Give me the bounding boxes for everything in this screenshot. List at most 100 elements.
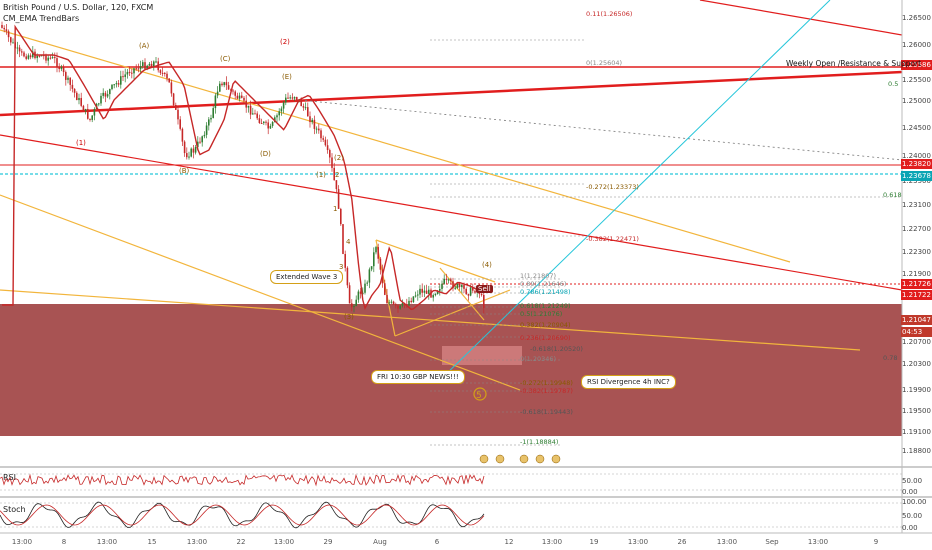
candle-body: [375, 247, 377, 253]
candle-body: [289, 97, 291, 99]
candle-body: [322, 138, 324, 140]
event-icon: [551, 454, 561, 464]
candle-body: [177, 109, 179, 120]
candle-body: [278, 111, 280, 116]
candle-body: [467, 294, 470, 296]
candle-body: [392, 301, 395, 305]
date-tick: 13:00: [96, 538, 118, 546]
candle-body: [245, 100, 247, 108]
fib-label: 0.5(1.21076): [520, 310, 563, 318]
wave-label: 2: [335, 171, 340, 179]
candle-body: [115, 83, 118, 85]
candle-body: [208, 119, 210, 126]
candle-body: [318, 128, 320, 131]
candle-body: [120, 76, 122, 85]
candle-body: [307, 107, 309, 117]
candle-body: [419, 288, 421, 295]
candle-body: [461, 284, 463, 287]
candle-body: [351, 303, 353, 308]
candle-body: [236, 95, 239, 99]
fib-label: 0.236(1.20690): [520, 334, 571, 342]
candle-body: [192, 148, 195, 153]
candle-body: [73, 88, 76, 93]
candle-body: [408, 300, 410, 306]
candle-body: [421, 288, 423, 293]
candle-body: [329, 150, 331, 158]
fib-label: -1(1.18884): [520, 438, 559, 446]
candle-body: [373, 252, 375, 267]
price-tick: 1.19900: [902, 386, 931, 394]
event-icon: [495, 454, 505, 464]
candle-body: [205, 125, 208, 135]
wave-label: (2): [334, 154, 344, 162]
fib-label: -0.382(1.19787): [520, 387, 573, 395]
price-tag: 1.21726: [901, 279, 932, 289]
gold-trendline-1: [0, 29, 791, 263]
fib-label: -0.272(1.19948): [520, 379, 573, 387]
candle-body: [423, 290, 426, 293]
gold-trendline-2: [0, 194, 521, 391]
fib-05-label: 0.5: [888, 80, 899, 88]
candle-body: [362, 292, 364, 294]
candle-body: [221, 83, 223, 86]
candle-body: [326, 145, 329, 151]
candle-body: [210, 117, 212, 120]
stoch-tick-100: 100.00: [902, 498, 927, 506]
stoch-k-line: [0, 501, 485, 529]
price-tick: 1.25500: [902, 76, 931, 84]
candle-body: [214, 95, 217, 109]
rsi-label: RSI: [3, 473, 16, 482]
candle-body: [447, 279, 450, 281]
candle-body: [254, 113, 256, 115]
candle-body: [144, 62, 146, 69]
candle-body: [223, 82, 225, 86]
candle-body: [456, 283, 459, 288]
event-icon: [479, 454, 489, 464]
date-tick: 8: [61, 538, 67, 546]
fib-078-label: 0.78: [883, 354, 898, 362]
candle-body: [100, 95, 102, 104]
divergence-callout: RSI Divergence 4h INC?: [581, 375, 676, 389]
candle-body: [397, 305, 399, 309]
stoch-label: Stoch: [3, 505, 26, 514]
candle-body: [454, 287, 456, 289]
candle-body: [276, 115, 278, 118]
candle-body: [234, 91, 236, 96]
candle-body: [27, 55, 30, 59]
candle-body: [12, 42, 14, 44]
candle-body: [65, 72, 67, 80]
price-tag: 04:53: [901, 327, 932, 337]
ema-line: [2, 24, 484, 311]
candle-body: [344, 253, 346, 268]
candle-body: [216, 91, 219, 96]
candle-body: [93, 109, 96, 116]
candle-body: [139, 66, 142, 70]
fib-label: -0.618(1.19443): [520, 408, 573, 416]
grey-dotted-trend: [299, 99, 902, 161]
price-tag: 1.23678: [901, 171, 932, 181]
fib-label: 0.11(1.26506): [586, 10, 633, 18]
candle-body: [153, 61, 155, 67]
candle-body: [111, 84, 113, 90]
candle-body: [29, 55, 32, 58]
candle-body: [359, 291, 362, 294]
candle-body: [197, 141, 199, 148]
candle-body: [480, 294, 483, 296]
candle-body: [267, 122, 269, 129]
candle-body: [113, 84, 115, 86]
price-tag: 1.21047: [901, 315, 932, 325]
date-tick: 13:00: [716, 538, 738, 546]
candle-body: [225, 82, 228, 86]
triangle-bottom: [394, 289, 511, 337]
red-trendline-upper: [0, 70, 902, 117]
candle-body: [181, 128, 184, 142]
date-tick: 22: [236, 538, 246, 546]
price-tick: 1.24500: [902, 124, 931, 132]
candle-body: [302, 106, 305, 108]
price-tick: 1.26000: [902, 41, 931, 49]
rsi-tick-50: 50.00: [902, 477, 923, 485]
candle-body: [155, 61, 157, 63]
candle-body: [131, 72, 133, 74]
date-tick: 29: [323, 538, 333, 546]
